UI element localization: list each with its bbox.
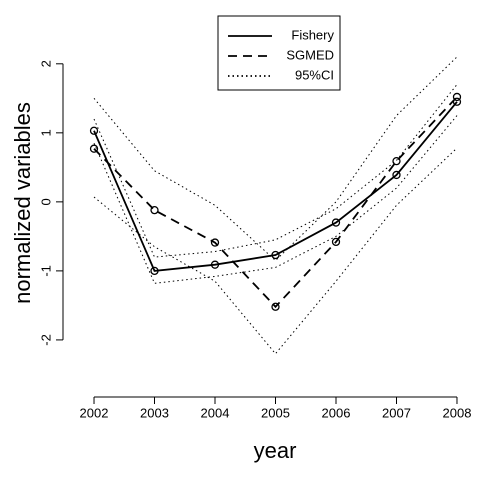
x-tick-label: 2008 — [443, 405, 472, 420]
point — [89, 144, 99, 153]
x-tick-label: 2002 — [80, 405, 109, 420]
point — [452, 92, 462, 102]
y-tick-label: 1 — [38, 129, 53, 136]
x-tick-label: 2006 — [322, 405, 351, 420]
series-line — [93, 96, 458, 309]
point — [150, 205, 159, 215]
legend-label: 95%CI — [295, 67, 334, 82]
x-tick-label: 2004 — [201, 405, 230, 420]
point — [210, 238, 220, 247]
legend-label: Fishery — [291, 27, 334, 42]
point — [331, 237, 341, 247]
x-axis-label: year — [254, 438, 297, 463]
x-tick-label: 2005 — [261, 405, 290, 420]
point — [392, 170, 401, 180]
y-tick-label: 2 — [38, 60, 53, 67]
ci-line — [93, 84, 458, 258]
legend-box — [217, 15, 341, 91]
point — [271, 302, 280, 311]
y-tick-label: -2 — [38, 334, 53, 346]
point — [331, 218, 341, 227]
legend-label: SGMED — [286, 47, 334, 62]
ci-line — [93, 115, 458, 284]
point — [150, 266, 159, 276]
y-tick-label: -1 — [38, 265, 53, 277]
point — [392, 156, 401, 166]
y-axis-label: normalized variables — [10, 102, 35, 304]
point — [210, 260, 220, 269]
x-tick-label: 2007 — [382, 405, 411, 420]
y-tick-label: 0 — [38, 198, 53, 205]
x-tick-label: 2003 — [140, 405, 169, 420]
series-line — [93, 101, 458, 272]
point — [89, 126, 99, 135]
point — [271, 250, 280, 260]
